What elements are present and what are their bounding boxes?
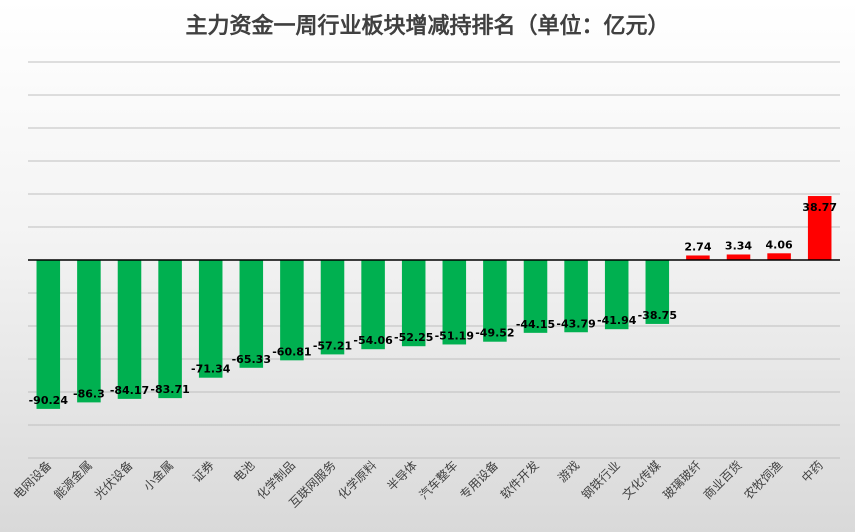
bar <box>320 260 345 355</box>
data-label: -38.75 <box>638 309 677 322</box>
chart-title: 主力资金一周行业板块增减持排名（单位：亿元） <box>185 14 670 39</box>
bar <box>361 260 385 350</box>
bar <box>198 260 223 378</box>
category-tick-label: 能源金属 <box>50 458 95 503</box>
category-tick-label: 专用设备 <box>456 458 501 503</box>
bar <box>726 254 751 260</box>
bar <box>767 253 791 260</box>
bar <box>117 260 142 399</box>
category-tick-label: 半导体 <box>384 458 419 493</box>
data-label: -51.19 <box>435 329 474 342</box>
bar <box>564 260 588 333</box>
data-label: -41.94 <box>597 314 637 327</box>
data-label: -86.3 <box>73 387 105 400</box>
category-tick-label: 化学原料 <box>335 458 380 503</box>
bar <box>604 260 629 330</box>
category-tick-label: 小金属 <box>140 458 176 494</box>
bar <box>280 260 304 361</box>
data-label: 4.06 <box>766 238 793 251</box>
category-tick-label: 光伏设备 <box>92 458 136 502</box>
category-tick-label: 商业百货 <box>700 458 745 503</box>
category-tick-label: 钢铁行业 <box>579 458 623 502</box>
bar <box>442 260 467 345</box>
data-label: -65.33 <box>232 353 271 366</box>
category-tick-label: 农牧饲渔 <box>741 458 785 502</box>
bar <box>77 260 101 403</box>
category-tick-label: 电池 <box>231 458 258 485</box>
data-label: -57.21 <box>313 339 352 352</box>
data-label: -90.24 <box>29 394 69 407</box>
data-label: -49.52 <box>475 327 514 340</box>
data-label: -44.15 <box>516 318 555 331</box>
bar <box>158 260 182 399</box>
category-tick-label: 游戏 <box>555 458 582 485</box>
data-label: -60.81 <box>272 345 311 358</box>
category-tick-label: 汽车整车 <box>416 458 461 503</box>
bar <box>686 255 710 260</box>
bar <box>401 260 426 347</box>
category-tick-label: 电网设备 <box>11 458 55 502</box>
bar <box>36 260 61 409</box>
data-label: -83.71 <box>150 383 189 396</box>
category-tick-label: 玻璃玻纤 <box>660 458 704 502</box>
data-label: 3.34 <box>725 239 752 252</box>
category-tick-label: 证券 <box>189 458 217 486</box>
data-label: -43.79 <box>556 317 595 330</box>
data-label: -54.06 <box>353 334 393 347</box>
category-tick-label: 文化传媒 <box>619 458 664 503</box>
data-label: -84.17 <box>110 384 149 397</box>
bar <box>239 260 264 368</box>
category-tick-label: 中药 <box>798 458 826 486</box>
data-label: -71.34 <box>191 363 231 376</box>
bar <box>523 260 548 333</box>
data-label: -52.25 <box>394 331 433 344</box>
bar <box>645 260 670 324</box>
bar <box>483 260 507 342</box>
data-label: 2.74 <box>684 240 711 253</box>
data-label: 38.77 <box>802 201 837 214</box>
bar <box>807 196 832 260</box>
category-tick-label: 软件开发 <box>497 458 542 503</box>
